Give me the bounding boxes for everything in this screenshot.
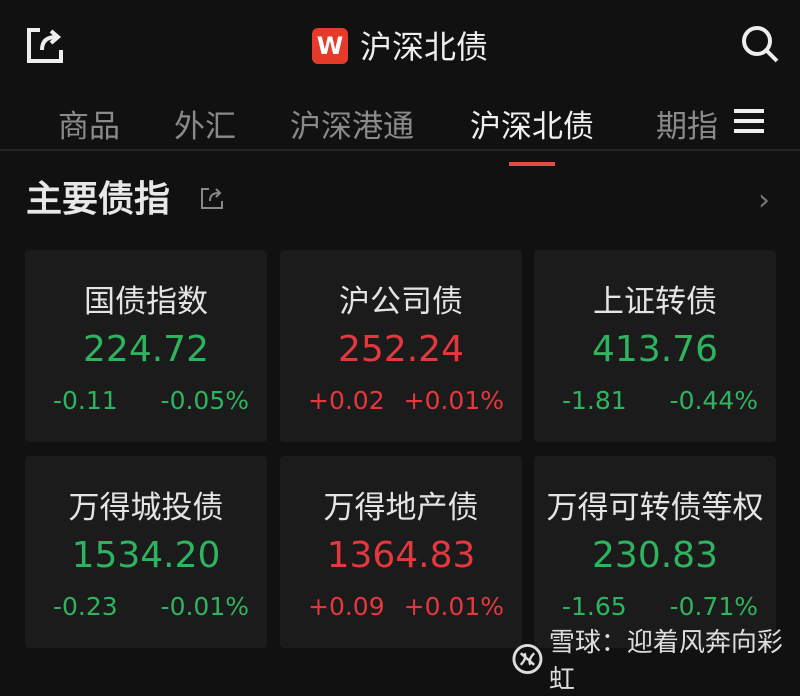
share-icon[interactable]	[26, 26, 64, 64]
index-change-pct: +0.01%	[403, 386, 504, 415]
chevron-right-icon[interactable]: ›	[758, 183, 770, 218]
tab-forex[interactable]: 外汇	[174, 109, 236, 145]
index-change-pct: -0.01%	[160, 592, 249, 621]
index-card[interactable]: 万得城投债 1534.20 -0.23 -0.01%	[25, 456, 267, 648]
index-value: 413.76	[592, 329, 718, 370]
index-change-pct: +0.01%	[403, 592, 504, 621]
index-change-pct: -0.71%	[669, 592, 758, 621]
tab-bar: 商品 外汇 沪深港通 沪深北债 期指	[0, 95, 800, 166]
tab-futures-index[interactable]: 期指	[656, 109, 718, 145]
index-change: +0.09	[308, 592, 385, 621]
index-change: -0.23	[53, 592, 118, 621]
share-icon[interactable]	[200, 186, 224, 210]
index-card[interactable]: 沪公司债 252.24 +0.02 +0.01%	[280, 250, 522, 442]
menu-icon[interactable]	[734, 109, 764, 133]
index-change-pct: -0.44%	[669, 386, 758, 415]
tab-stock-connect[interactable]: 沪深港通	[290, 109, 414, 145]
index-card[interactable]: 国债指数 224.72 -0.11 -0.05%	[25, 250, 267, 442]
index-change: +0.02	[308, 386, 385, 415]
index-change-pct: -0.05%	[160, 386, 249, 415]
app-logo: W	[311, 28, 348, 64]
index-change: -1.81	[562, 386, 627, 415]
index-name: 万得可转债等权	[546, 490, 764, 526]
index-value: 1364.83	[326, 535, 476, 576]
xueqiu-logo-icon	[512, 644, 543, 674]
tab-commodities[interactable]: 商品	[58, 109, 120, 145]
index-value: 230.83	[592, 535, 718, 576]
index-card[interactable]: 上证转债 413.76 -1.81 -0.44%	[534, 250, 776, 442]
search-icon[interactable]	[740, 24, 780, 64]
index-card[interactable]: 万得地产债 1364.83 +0.09 +0.01%	[280, 456, 522, 648]
index-name: 万得城投债	[68, 490, 224, 526]
index-value: 224.72	[83, 329, 209, 370]
page-title: W 沪深北债	[0, 22, 800, 68]
index-name: 沪公司债	[339, 284, 463, 320]
watermark: 雪球：迎着风奔向彩虹	[512, 622, 800, 696]
watermark-text: 雪球：迎着风奔向彩虹	[548, 628, 783, 695]
tab-bonds[interactable]: 沪深北债	[470, 101, 594, 166]
index-name: 国债指数	[84, 284, 208, 320]
index-card[interactable]: 万得可转债等权 230.83 -1.65 -0.71%	[534, 456, 776, 648]
index-name: 上证转债	[593, 284, 717, 320]
section-title: 主要债指	[26, 179, 171, 220]
index-change: -0.11	[53, 386, 118, 415]
index-name: 万得地产债	[323, 490, 479, 526]
title-text: 沪深北债	[359, 28, 488, 66]
index-change: -1.65	[562, 592, 627, 621]
index-value: 252.24	[338, 329, 464, 370]
top-bar: W 沪深北债	[0, 0, 800, 90]
index-value: 1534.20	[71, 535, 221, 576]
